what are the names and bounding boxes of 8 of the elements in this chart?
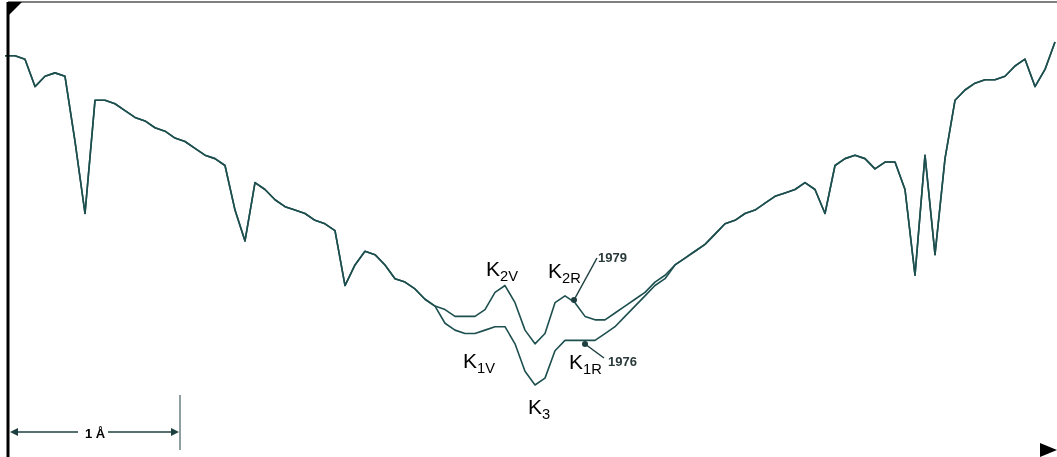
series-label: 1976 (608, 354, 637, 369)
text: K$_{3}$ (528, 395, 551, 422)
annotation: K$_{2R}$ (548, 259, 581, 286)
text: 1979 (598, 250, 627, 265)
annotation: K$_{1V}$ (463, 349, 496, 376)
annotation: K$_{2V}$ (486, 257, 519, 284)
text: 1 Å (85, 426, 106, 441)
annotation: K$_{1R}$ (569, 350, 602, 377)
